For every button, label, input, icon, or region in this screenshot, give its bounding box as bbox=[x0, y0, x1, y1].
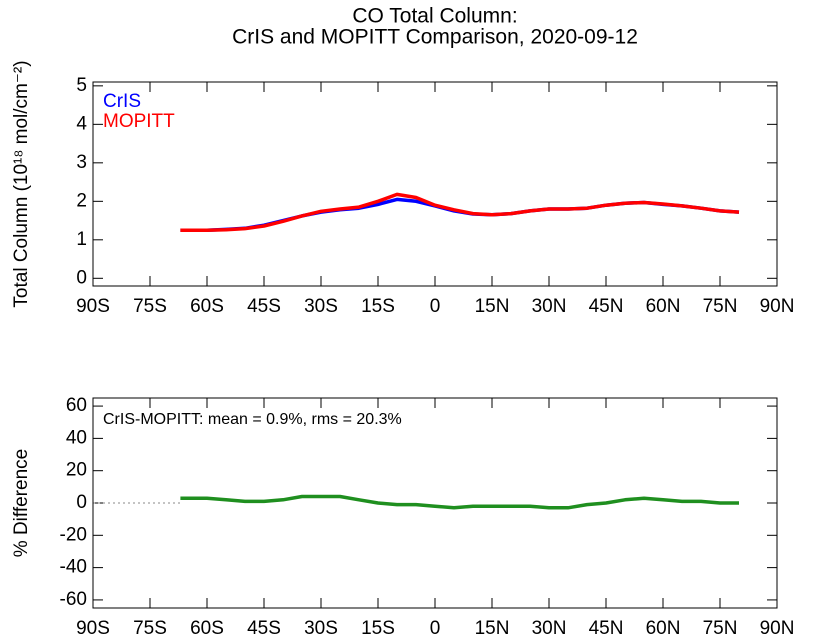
x-tick-label: 0 bbox=[430, 618, 441, 639]
x-tick-label: 45S bbox=[247, 618, 281, 639]
x-tick-label: 30S bbox=[304, 618, 338, 639]
y-axis-label: % Difference bbox=[11, 449, 32, 557]
x-tick-label: 15N bbox=[475, 618, 510, 639]
x-tick-label: 75S bbox=[133, 618, 167, 639]
x-tick-label: 45N bbox=[589, 296, 624, 317]
x-tick-label: 75S bbox=[133, 296, 167, 317]
y-tick-label: 1 bbox=[76, 229, 87, 250]
x-tick-label: 60N bbox=[646, 618, 681, 639]
series-line bbox=[180, 192, 740, 232]
plot-frame bbox=[92, 397, 778, 609]
chart-title: CO Total Column: bbox=[352, 5, 517, 28]
x-tick-label: 15N bbox=[475, 296, 510, 317]
y-axis-label: Total Column (10¹⁸ mol/cm⁻²) bbox=[11, 60, 32, 307]
x-tick-label: 45N bbox=[589, 618, 624, 639]
y-tick-label: 3 bbox=[76, 152, 87, 173]
series-line bbox=[180, 494, 739, 510]
x-tick-label: 45S bbox=[247, 296, 281, 317]
y-tick-label: -40 bbox=[60, 557, 87, 578]
x-tick-label: 15S bbox=[361, 618, 395, 639]
chart-title: CrIS and MOPITT Comparison, 2020-09-12 bbox=[232, 26, 638, 49]
x-tick-label: 75N bbox=[703, 618, 738, 639]
y-tick-label: 20 bbox=[66, 460, 87, 481]
y-tick-label: 60 bbox=[66, 395, 87, 416]
y-tick-label: -60 bbox=[60, 589, 87, 610]
x-tick-label: 90S bbox=[76, 296, 110, 317]
x-tick-label: 75N bbox=[703, 296, 738, 317]
x-tick-label: 60N bbox=[646, 296, 681, 317]
annotation: CrIS-MOPITT: mean = 0.9%, rms = 20.3% bbox=[103, 411, 402, 428]
y-tick-label: 2 bbox=[76, 190, 87, 211]
x-tick-label: 30N bbox=[532, 618, 567, 639]
x-tick-label: 90N bbox=[760, 296, 795, 317]
y-tick-label: -20 bbox=[60, 524, 87, 545]
x-tick-label: 30N bbox=[532, 296, 567, 317]
x-tick-label: 30S bbox=[304, 296, 338, 317]
x-tick-label: 0 bbox=[430, 296, 441, 317]
y-tick-label: 0 bbox=[76, 267, 87, 288]
x-tick-label: 15S bbox=[361, 296, 395, 317]
x-tick-label: 60S bbox=[190, 296, 224, 317]
x-tick-label: 90S bbox=[76, 618, 110, 639]
x-tick-label: 60S bbox=[190, 618, 224, 639]
y-tick-label: 4 bbox=[76, 113, 87, 134]
y-tick-label: 5 bbox=[76, 75, 87, 96]
legend-label: CrIS bbox=[103, 91, 141, 112]
plot-frame bbox=[92, 81, 778, 287]
y-tick-label: 40 bbox=[66, 427, 87, 448]
x-tick-label: 90N bbox=[760, 618, 795, 639]
legend-label: MOPITT bbox=[103, 111, 175, 132]
y-tick-label: 0 bbox=[76, 492, 87, 513]
